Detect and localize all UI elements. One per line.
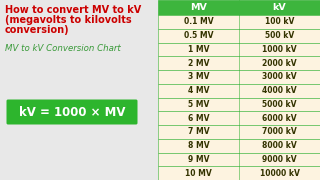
Text: 7000 kV: 7000 kV [262,127,297,136]
Text: 4 MV: 4 MV [188,86,209,95]
Text: 8 MV: 8 MV [188,141,209,150]
Text: 6000 kV: 6000 kV [262,114,297,123]
Text: 10000 kV: 10000 kV [260,169,300,178]
Text: kV = 1000 × MV: kV = 1000 × MV [19,105,125,118]
Text: 2000 kV: 2000 kV [262,59,297,68]
Text: 5000 kV: 5000 kV [262,100,297,109]
Text: 1000 kV: 1000 kV [262,45,297,54]
Bar [158,70,320,84]
Text: 9000 kV: 9000 kV [262,155,297,164]
Text: 5 MV: 5 MV [188,100,209,109]
Text: 500 kV: 500 kV [265,31,294,40]
Text: 10 MV: 10 MV [185,169,212,178]
Bar [158,166,320,180]
Text: 2 MV: 2 MV [188,59,209,68]
Text: 0.5 MV: 0.5 MV [184,31,213,40]
Text: 7 MV: 7 MV [188,127,209,136]
Bar [158,15,320,29]
Bar [158,111,320,125]
Text: 3 MV: 3 MV [188,72,209,81]
Bar [158,56,320,70]
Bar [158,84,320,98]
Bar [158,29,320,42]
Text: 6 MV: 6 MV [188,114,209,123]
Bar [158,125,320,139]
Text: 4000 kV: 4000 kV [262,86,297,95]
Bar [158,152,320,166]
Text: MV to kV Conversion Chart: MV to kV Conversion Chart [5,44,121,53]
FancyBboxPatch shape [6,100,138,125]
Text: How to convert MV to kV: How to convert MV to kV [5,5,141,15]
Text: kV: kV [273,3,286,12]
Bar [158,98,320,111]
Text: 9 MV: 9 MV [188,155,209,164]
Text: 3000 kV: 3000 kV [262,72,297,81]
Text: MV: MV [190,3,207,12]
Text: conversion): conversion) [5,25,70,35]
Text: 0.1 MV: 0.1 MV [184,17,213,26]
Text: (megavolts to kilovolts: (megavolts to kilovolts [5,15,132,25]
Bar [158,42,320,56]
Bar [158,139,320,152]
Text: 100 kV: 100 kV [265,17,294,26]
Bar [158,0,320,15]
Text: 8000 kV: 8000 kV [262,141,297,150]
Text: 1 MV: 1 MV [188,45,209,54]
